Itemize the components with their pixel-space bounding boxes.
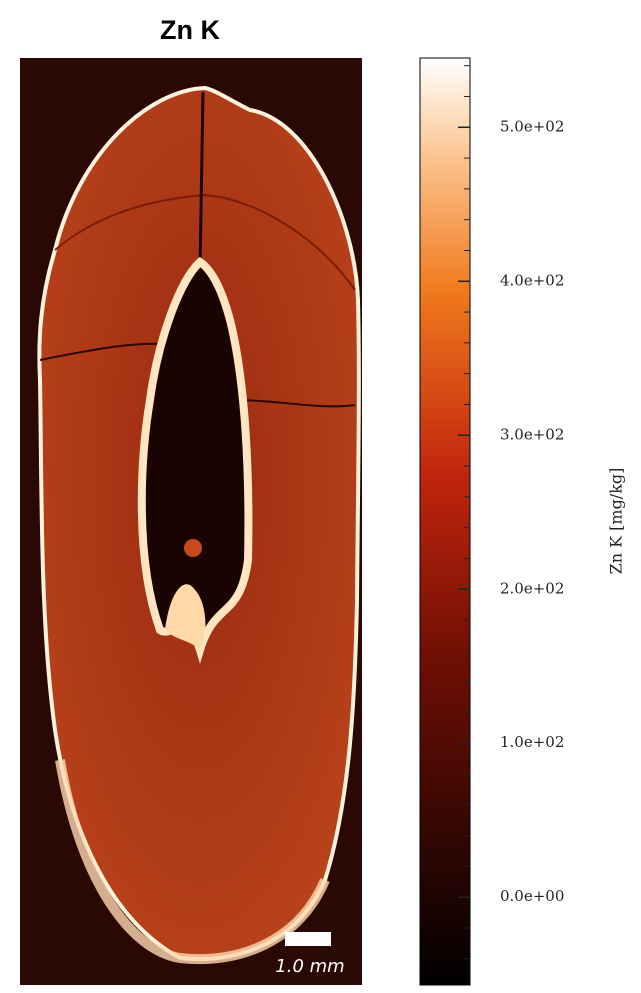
colorbar-label: Zn K [mg/kg] bbox=[607, 468, 626, 575]
tick-label: 2.0e+02 bbox=[500, 579, 564, 597]
tick-label: 3.0e+02 bbox=[500, 425, 564, 443]
tick-label: 1.0e+02 bbox=[500, 733, 564, 751]
map-image: 1.0 mm bbox=[20, 58, 362, 985]
scale-bar bbox=[285, 932, 331, 946]
tick-label: 5.0e+02 bbox=[500, 117, 564, 135]
title: Zn K bbox=[160, 15, 220, 45]
scale-bar-label: 1.0 mm bbox=[275, 956, 344, 977]
tick-label: 4.0e+02 bbox=[500, 271, 564, 289]
tick-label: 0.0e+00 bbox=[500, 887, 564, 905]
colorbar bbox=[419, 57, 471, 986]
